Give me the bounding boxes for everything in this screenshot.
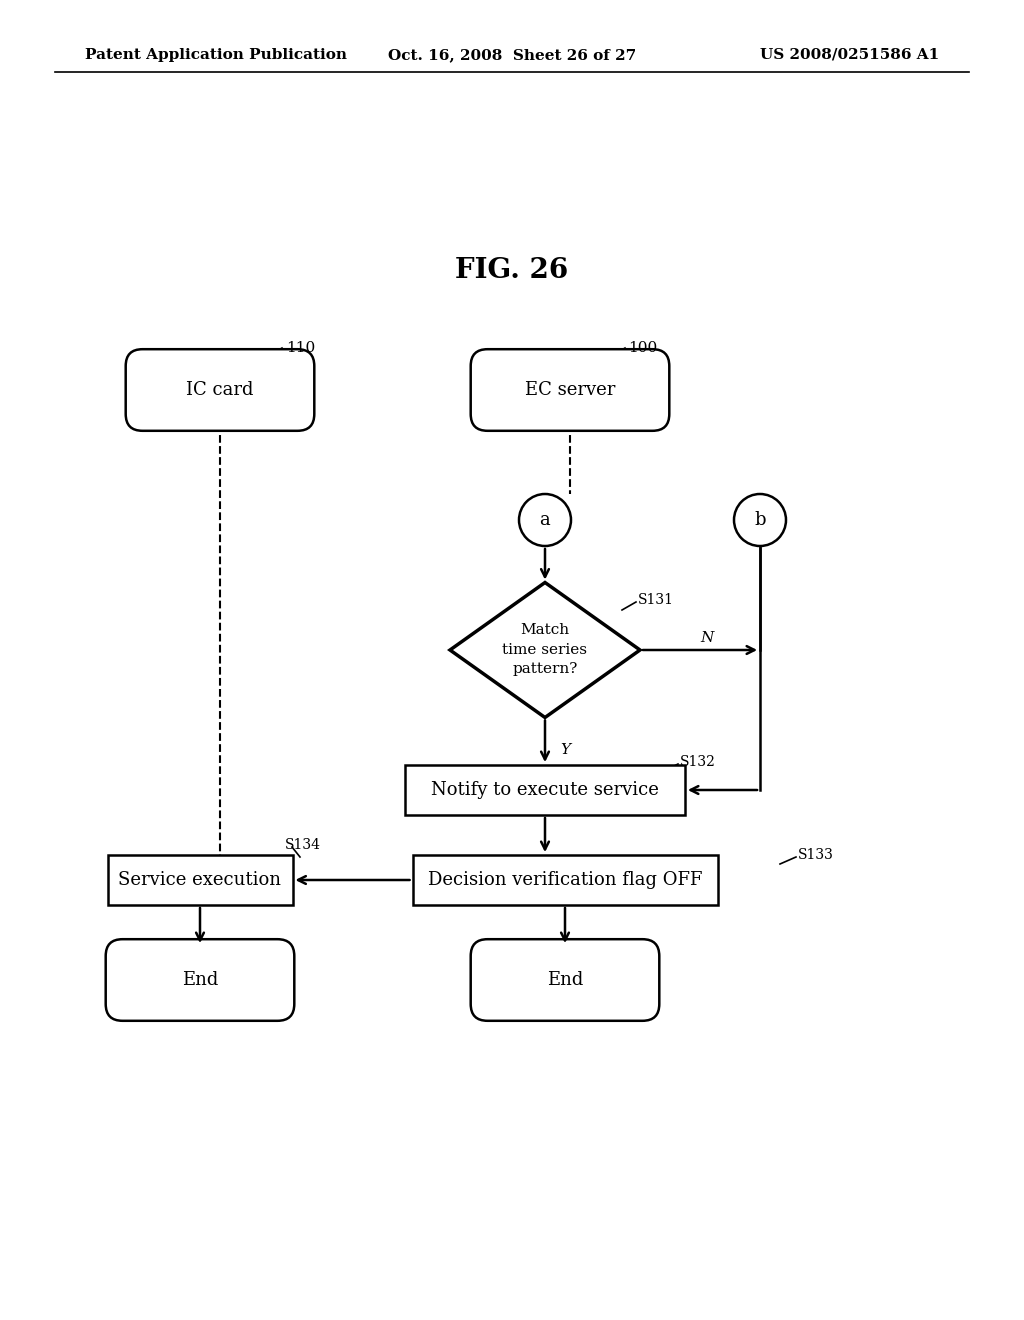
Circle shape — [519, 494, 571, 546]
Text: Notify to execute service: Notify to execute service — [431, 781, 658, 799]
Text: 110: 110 — [286, 341, 315, 355]
Text: S132: S132 — [680, 755, 716, 770]
Text: Decision verification flag OFF: Decision verification flag OFF — [428, 871, 702, 888]
FancyBboxPatch shape — [105, 940, 294, 1020]
Text: End: End — [182, 972, 218, 989]
FancyBboxPatch shape — [126, 350, 314, 430]
Polygon shape — [450, 582, 640, 718]
FancyBboxPatch shape — [471, 350, 670, 430]
Text: End: End — [547, 972, 584, 989]
Text: S134: S134 — [285, 838, 321, 851]
Text: FIG. 26: FIG. 26 — [456, 256, 568, 284]
Circle shape — [734, 494, 786, 546]
Bar — [108, 855, 293, 906]
Bar — [406, 766, 685, 814]
Text: a: a — [540, 511, 550, 529]
Text: Patent Application Publication: Patent Application Publication — [85, 48, 347, 62]
Text: US 2008/0251586 A1: US 2008/0251586 A1 — [760, 48, 939, 62]
Text: N: N — [700, 631, 714, 645]
Text: Y: Y — [560, 743, 570, 756]
Text: Oct. 16, 2008  Sheet 26 of 27: Oct. 16, 2008 Sheet 26 of 27 — [388, 48, 636, 62]
Bar — [413, 855, 718, 906]
FancyBboxPatch shape — [471, 940, 659, 1020]
Text: IC card: IC card — [186, 381, 254, 399]
Text: S133: S133 — [798, 847, 834, 862]
Text: b: b — [755, 511, 766, 529]
Text: Service execution: Service execution — [119, 871, 282, 888]
Text: S131: S131 — [638, 593, 674, 607]
Text: 100: 100 — [628, 341, 657, 355]
Text: EC server: EC server — [525, 381, 615, 399]
Text: Match
time series
pattern?: Match time series pattern? — [503, 623, 588, 676]
